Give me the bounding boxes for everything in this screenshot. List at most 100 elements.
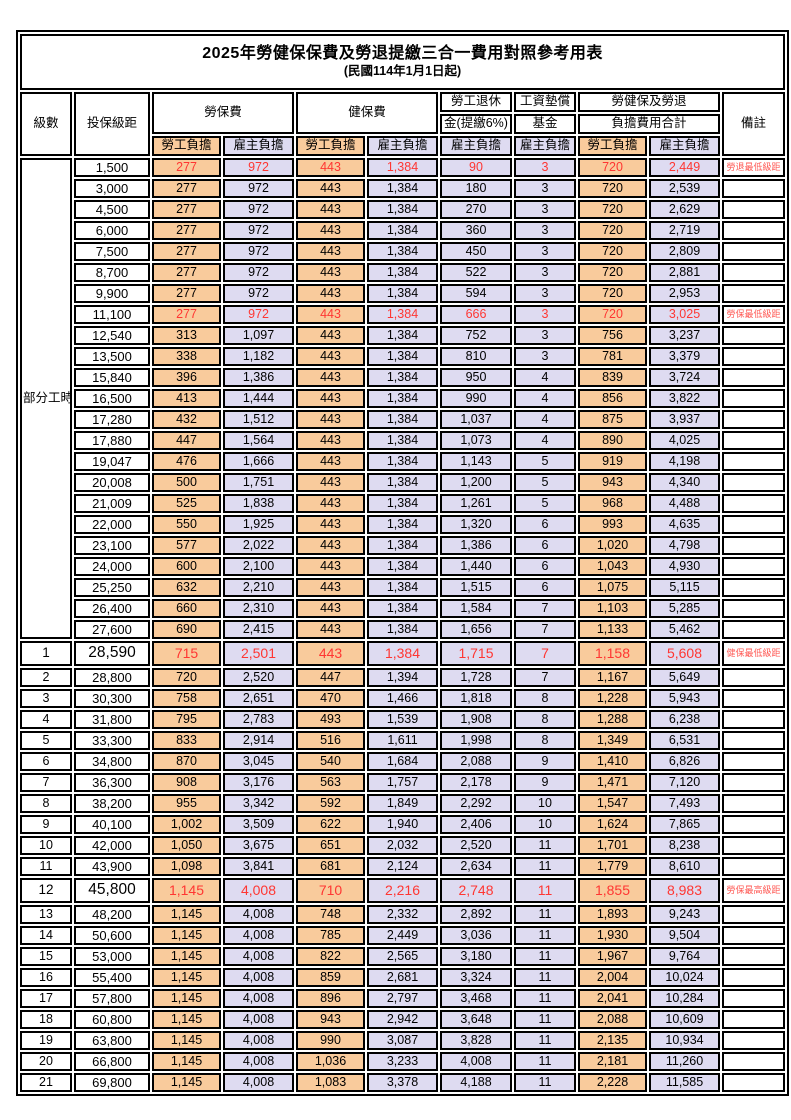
cell-total-employee: 1,103 bbox=[578, 599, 647, 618]
cell-bracket: 31,800 bbox=[74, 710, 150, 729]
cell-note bbox=[722, 857, 786, 876]
cell-total-employee: 1,133 bbox=[578, 620, 647, 639]
cell-bracket: 53,000 bbox=[74, 947, 150, 966]
subheader-labor-employer: 雇主負擔 bbox=[223, 136, 294, 156]
cell-pension-employer: 1,908 bbox=[440, 710, 512, 729]
cell-pension-employer: 1,728 bbox=[440, 668, 512, 687]
cell-labor-employee: 1,145 bbox=[152, 878, 221, 903]
cell-health-employer: 2,449 bbox=[367, 926, 438, 945]
cell-level: 11 bbox=[20, 857, 72, 876]
cell-health-employer: 1,849 bbox=[367, 794, 438, 813]
cell-total-employer: 8,983 bbox=[649, 878, 720, 903]
cell-total-employer: 2,881 bbox=[649, 263, 720, 282]
cell-labor-employee: 1,145 bbox=[152, 947, 221, 966]
cell-health-employer: 3,378 bbox=[367, 1073, 438, 1092]
cell-labor-employer: 1,925 bbox=[223, 515, 294, 534]
col-header-wagefund-line2: 基金 bbox=[514, 114, 576, 134]
cell-note bbox=[722, 242, 786, 261]
cell-total-employer: 3,724 bbox=[649, 368, 720, 387]
table-row: 20,008 500 1,751 443 1,384 1,200 5 943 4,340 bbox=[20, 473, 786, 492]
cell-total-employer: 3,822 bbox=[649, 389, 720, 408]
cell-labor-employer: 3,675 bbox=[223, 836, 294, 855]
col-header-total-line1: 勞健保及勞退 bbox=[578, 92, 720, 112]
table-row: 部分工時 1,500 277 972 443 1,384 90 3 720 2,449 勞退最低級距 bbox=[20, 158, 786, 639]
cell-health-employer: 2,332 bbox=[367, 905, 438, 924]
cell-note: 勞保最低級距 bbox=[722, 305, 786, 324]
cell-total-employee: 720 bbox=[578, 200, 647, 219]
cell-total-employer: 6,238 bbox=[649, 710, 720, 729]
cell-total-employee: 720 bbox=[578, 263, 647, 282]
subheader-health-employer: 雇主負擔 bbox=[367, 136, 438, 156]
cell-health-employer: 1,384 bbox=[367, 221, 438, 240]
cell-labor-employee: 277 bbox=[152, 284, 221, 303]
cell-health-employee: 443 bbox=[296, 641, 365, 666]
cell-note bbox=[722, 347, 786, 366]
cell-total-employee: 875 bbox=[578, 410, 647, 429]
cell-bracket: 20,008 bbox=[74, 473, 150, 492]
cell-pension-employer: 2,406 bbox=[440, 815, 512, 834]
cell-total-employee: 756 bbox=[578, 326, 647, 345]
cell-note bbox=[722, 431, 786, 450]
page-subtitle: (民國114年1月1日起) bbox=[343, 64, 462, 79]
cell-note bbox=[722, 752, 786, 771]
cell-pension-employer: 4,188 bbox=[440, 1073, 512, 1092]
cell-labor-employer: 1,386 bbox=[223, 368, 294, 387]
cell-labor-employer: 2,310 bbox=[223, 599, 294, 618]
cell-total-employer: 3,237 bbox=[649, 326, 720, 345]
cell-bracket: 63,800 bbox=[74, 1031, 150, 1050]
cell-health-employee: 859 bbox=[296, 968, 365, 987]
cell-health-employee: 443 bbox=[296, 515, 365, 534]
cell-wagefund-employer: 11 bbox=[514, 878, 576, 903]
cell-health-employee: 710 bbox=[296, 878, 365, 903]
cell-pension-employer: 666 bbox=[440, 305, 512, 324]
cell-note bbox=[722, 1073, 786, 1092]
header-row-groups-2: 金(提繳6%) 基金 負擔費用合計 bbox=[20, 114, 785, 134]
cell-bracket: 22,000 bbox=[74, 515, 150, 534]
cell-health-employer: 1,384 bbox=[367, 242, 438, 261]
cell-labor-employee: 277 bbox=[152, 158, 221, 177]
cell-wagefund-employer: 4 bbox=[514, 389, 576, 408]
cell-pension-employer: 2,892 bbox=[440, 905, 512, 924]
part-time-merged-cell: 部分工時 bbox=[20, 158, 72, 639]
cell-wagefund-employer: 7 bbox=[514, 599, 576, 618]
table-row: 13 48,200 1,145 4,008 748 2,332 2,892 11 1,893 9,… bbox=[20, 905, 786, 924]
cell-total-employee: 1,471 bbox=[578, 773, 647, 792]
cell-labor-employee: 277 bbox=[152, 221, 221, 240]
cell-note: 健保最低級距 bbox=[722, 641, 786, 666]
cell-health-employer: 1,384 bbox=[367, 389, 438, 408]
cell-level: 19 bbox=[20, 1031, 72, 1050]
cell-bracket: 30,300 bbox=[74, 689, 150, 708]
table-row: 8 38,200 955 3,342 592 1,849 2,292 10 1,547 7,493 bbox=[20, 794, 786, 813]
cell-bracket: 34,800 bbox=[74, 752, 150, 771]
cell-pension-employer: 2,178 bbox=[440, 773, 512, 792]
cell-health-employer: 1,384 bbox=[367, 599, 438, 618]
cell-total-employee: 1,893 bbox=[578, 905, 647, 924]
cell-note bbox=[722, 689, 786, 708]
cell-bracket: 25,250 bbox=[74, 578, 150, 597]
cell-total-employer: 7,120 bbox=[649, 773, 720, 792]
cell-bracket: 17,880 bbox=[74, 431, 150, 450]
cell-pension-employer: 3,828 bbox=[440, 1031, 512, 1050]
cell-level: 12 bbox=[20, 878, 72, 903]
cell-level: 13 bbox=[20, 905, 72, 924]
cell-wagefund-employer: 10 bbox=[514, 794, 576, 813]
cell-pension-employer: 1,143 bbox=[440, 452, 512, 471]
cell-pension-employer: 1,320 bbox=[440, 515, 512, 534]
cell-total-employer: 3,937 bbox=[649, 410, 720, 429]
subheader-total-employer: 雇主負擔 bbox=[649, 136, 720, 156]
cell-total-employee: 720 bbox=[578, 179, 647, 198]
cell-health-employer: 1,384 bbox=[367, 326, 438, 345]
table-row: 26,400 660 2,310 443 1,384 1,584 7 1,103 5,285 bbox=[20, 599, 786, 618]
table-row: 4,500 277 972 443 1,384 270 3 720 2,629 bbox=[20, 200, 786, 219]
cell-labor-employee: 758 bbox=[152, 689, 221, 708]
cell-labor-employee: 277 bbox=[152, 179, 221, 198]
cell-labor-employee: 277 bbox=[152, 263, 221, 282]
cell-labor-employer: 4,008 bbox=[223, 1073, 294, 1092]
cell-total-employee: 1,855 bbox=[578, 878, 647, 903]
cell-wagefund-employer: 11 bbox=[514, 1052, 576, 1071]
cell-total-employer: 7,865 bbox=[649, 815, 720, 834]
cell-labor-employer: 4,008 bbox=[223, 989, 294, 1008]
cell-labor-employee: 1,145 bbox=[152, 905, 221, 924]
cell-wagefund-employer: 7 bbox=[514, 641, 576, 666]
cell-health-employee: 443 bbox=[296, 305, 365, 324]
